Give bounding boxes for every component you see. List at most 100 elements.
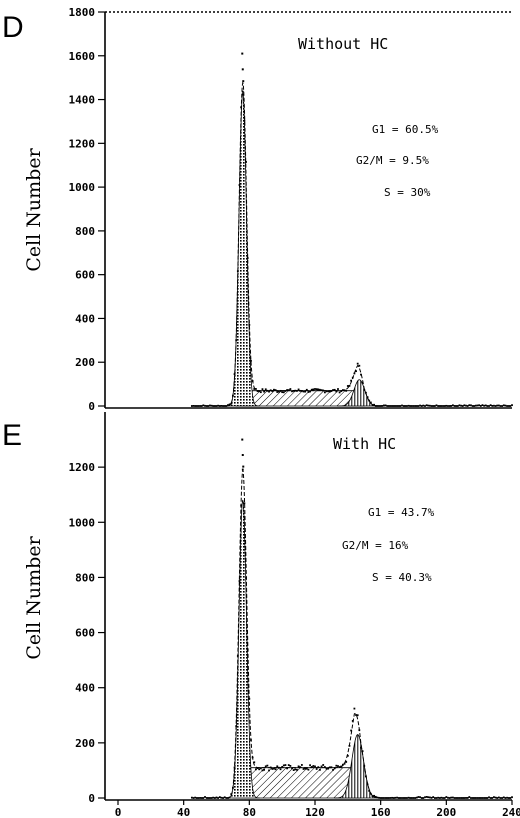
- data-point: [315, 388, 318, 391]
- data-point: [209, 797, 211, 799]
- data-point: [479, 797, 482, 799]
- data-point: [396, 796, 398, 799]
- data-point: [305, 388, 308, 391]
- data-point: [466, 405, 469, 407]
- data-point: [195, 405, 198, 407]
- peak-point: [241, 52, 244, 55]
- data-point: [415, 796, 418, 799]
- data-point: [281, 391, 284, 394]
- data-point: [305, 767, 308, 770]
- data-point: [314, 765, 316, 768]
- data-point: [245, 577, 247, 579]
- data-point: [315, 768, 318, 770]
- data-point: [381, 405, 384, 407]
- data-point: [420, 797, 423, 799]
- data-point: [358, 364, 361, 367]
- data-point: [220, 796, 223, 799]
- peak-point: [241, 454, 244, 457]
- data-point: [379, 797, 382, 799]
- data-point: [251, 380, 254, 382]
- data-point: [273, 388, 275, 391]
- data-point: [368, 789, 371, 792]
- data-point: [497, 796, 500, 799]
- data-point: [476, 797, 479, 799]
- data-point: [369, 792, 372, 795]
- data-point: [392, 797, 395, 799]
- data-point: [322, 764, 325, 766]
- data-point: [427, 796, 430, 799]
- data-point: [213, 797, 216, 799]
- data-point: [435, 797, 438, 799]
- data-point: [387, 797, 390, 799]
- data-point: [373, 403, 375, 406]
- data-point: [207, 405, 210, 407]
- data-point: [241, 468, 244, 471]
- data-point: [296, 389, 298, 392]
- data-point: [407, 404, 410, 407]
- data-point: [238, 580, 241, 582]
- peak-point: [242, 465, 245, 468]
- data-point: [319, 768, 321, 771]
- y-tick-label: 1000: [69, 516, 96, 529]
- data-point: [200, 797, 203, 799]
- data-point: [241, 90, 244, 93]
- data-point: [506, 796, 508, 799]
- data-point: [332, 389, 334, 391]
- data-point: [447, 796, 449, 799]
- data-point: [235, 725, 238, 727]
- data-point: [223, 796, 226, 799]
- data-point: [210, 404, 213, 407]
- data-point: [225, 405, 228, 407]
- data-point: [415, 405, 418, 407]
- peak-point: [242, 80, 245, 83]
- peak-point: [241, 68, 244, 71]
- y-tick-label: 200: [75, 737, 95, 750]
- data-point: [286, 389, 288, 391]
- data-point: [276, 765, 279, 768]
- data-point: [483, 797, 485, 799]
- x-ticks-e: 0 40 80 120 160 200 240: [115, 800, 520, 818]
- data-point: [360, 373, 362, 376]
- data-point: [327, 767, 330, 770]
- data-points-e: [190, 438, 513, 799]
- data-point: [391, 405, 394, 407]
- data-point: [402, 405, 405, 407]
- g1-peak-area-d: [225, 92, 260, 407]
- data-point: [340, 390, 343, 392]
- data-point: [484, 797, 487, 799]
- data-point: [419, 796, 421, 799]
- y-axis-label-e: Cell Number: [23, 535, 45, 659]
- data-point: [268, 390, 270, 393]
- data-point: [509, 797, 512, 799]
- data-point: [223, 405, 226, 407]
- data-point: [407, 796, 410, 799]
- data-point: [299, 766, 302, 769]
- data-point: [486, 405, 489, 407]
- data-point: [258, 390, 261, 393]
- data-point: [474, 404, 477, 407]
- data-point: [274, 768, 277, 771]
- data-point: [263, 390, 266, 393]
- data-point: [282, 391, 285, 394]
- data-point: [455, 405, 458, 407]
- data-point: [217, 404, 220, 407]
- data-point: [333, 388, 336, 391]
- data-point: [351, 376, 354, 379]
- data-point: [317, 388, 320, 391]
- data-point: [194, 405, 197, 407]
- data-point: [364, 775, 367, 778]
- data-point: [222, 797, 224, 799]
- data-point: [378, 796, 380, 799]
- data-point: [456, 405, 459, 407]
- stat-g2m-e: G2/M = 16%: [342, 539, 409, 552]
- data-point: [345, 389, 348, 392]
- data-point: [496, 404, 499, 407]
- data-point: [281, 766, 284, 768]
- data-point: [292, 769, 295, 771]
- data-point: [353, 372, 356, 375]
- data-point: [371, 404, 374, 407]
- data-point: [340, 765, 343, 768]
- data-point: [465, 797, 467, 799]
- data-point: [248, 697, 251, 700]
